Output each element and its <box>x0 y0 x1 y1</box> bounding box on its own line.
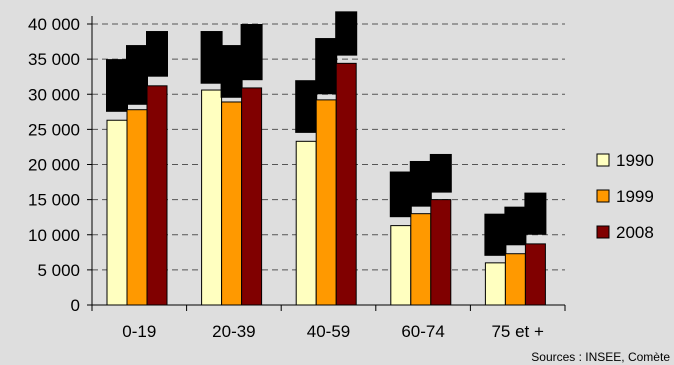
y-tick-label: 30 000 <box>28 85 80 104</box>
y-axis-tick-labels: 0 5 000 10 000 15 000 20 000 25 000 30 000 35 0… <box>28 15 80 315</box>
y-tick-label: 10 000 <box>28 226 80 245</box>
bar-1999-40-59 <box>315 99 337 306</box>
y-tick-label: 5 000 <box>37 261 80 280</box>
bar-2008-0-19 <box>146 85 168 306</box>
x-tick-label: 0-19 <box>122 322 156 341</box>
y-tick-label: 25 000 <box>28 120 80 139</box>
bar-2008-60-74 <box>430 199 452 306</box>
x-tick-label: 75 et + <box>491 322 544 341</box>
legend: 1990 1999 2008 <box>596 151 654 242</box>
overlay-box <box>504 206 527 246</box>
x-tick-label: 20-39 <box>212 322 255 341</box>
y-tick-label: 0 <box>71 296 80 315</box>
bar-1999-0-19 <box>126 109 148 306</box>
overlay-box <box>409 160 432 207</box>
x-axis-tick-labels: 0-19 20-39 40-59 60-74 75 et + <box>122 322 544 341</box>
bar-1999-20-39 <box>221 101 243 306</box>
overlay-box <box>126 45 148 105</box>
overlay-box <box>146 31 168 77</box>
overlay-box <box>200 31 223 84</box>
overlay-box <box>335 11 358 56</box>
bar-2008-40-59 <box>335 62 357 306</box>
overlay-box <box>295 80 318 133</box>
overlay-box <box>484 213 507 256</box>
y-tick-label: 35 000 <box>28 50 80 69</box>
source-note: Sources : INSEE, Comète <box>531 350 670 364</box>
bar-1999-75-et- <box>504 253 526 306</box>
bar-1990-20-39 <box>201 89 223 306</box>
legend-swatch-1999 <box>596 189 610 203</box>
legend-swatch-1990 <box>596 153 610 167</box>
overlay-box <box>315 38 338 95</box>
legend-label-1990: 1990 <box>616 151 654 170</box>
bar-1990-40-59 <box>295 140 317 306</box>
bars <box>106 11 547 306</box>
legend-swatch-2008 <box>596 225 610 239</box>
overlay-box <box>389 171 412 218</box>
bar-1990-0-19 <box>106 119 128 306</box>
legend-label-2008: 2008 <box>616 223 654 242</box>
bar-2008-75-et- <box>524 243 546 306</box>
y-tick-label: 20 000 <box>28 156 80 175</box>
bar-1990-60-74 <box>390 225 412 306</box>
legend-label-1999: 1999 <box>616 187 654 206</box>
overlay-box <box>106 59 128 112</box>
overlay-box <box>220 45 243 98</box>
bar-1999-60-74 <box>410 213 432 306</box>
y-tick-label: 40 000 <box>28 15 80 34</box>
overlay-box <box>524 192 547 235</box>
overlay-box <box>240 24 263 81</box>
bar-1990-75-et- <box>484 262 506 306</box>
x-tick-label: 40-59 <box>307 322 350 341</box>
y-tick-label: 15 000 <box>28 191 80 210</box>
x-tick-label: 60-74 <box>401 322 444 341</box>
overlay-box <box>429 153 452 193</box>
bar-2008-20-39 <box>241 87 263 306</box>
